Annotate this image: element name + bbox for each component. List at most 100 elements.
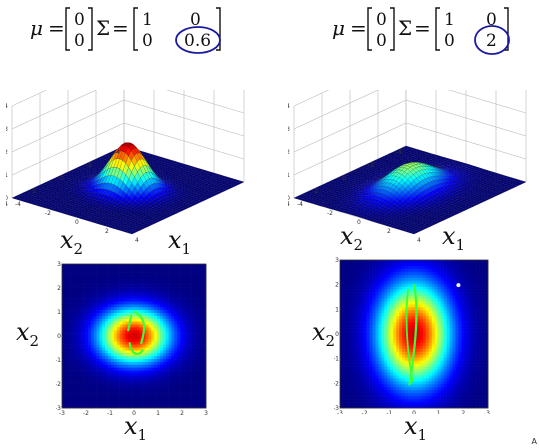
- y-tick-label: -1: [56, 357, 61, 364]
- x1-axis-label: x1: [168, 226, 192, 258]
- mu-symbol: μ: [332, 16, 345, 40]
- z-tick-label: 0.1: [6, 172, 8, 179]
- x1-tick-label: -4: [297, 201, 303, 208]
- heatmap-cells: [62, 264, 207, 409]
- x-tick-label: -3: [59, 410, 65, 417]
- heatmap-frame: [339, 259, 489, 409]
- y-tick-label: 2: [335, 282, 339, 289]
- sigma-entry: 1: [142, 10, 153, 30]
- x1-tick-label: 2: [105, 228, 109, 235]
- x1-tick-label: 0: [357, 219, 361, 226]
- sigma-symbol: Σ: [398, 16, 412, 40]
- sigma-entry-circled: 2: [486, 31, 497, 51]
- x2-tick-label: -4: [114, 149, 120, 156]
- x-tick-label: -2: [83, 410, 89, 417]
- sigma-entry: 0: [142, 31, 153, 51]
- formula-right: μ = 0 0 Σ = 1 0 0 2: [332, 4, 539, 55]
- y-tick-label: 1: [335, 306, 339, 313]
- pen-annotation: [132, 310, 146, 345]
- x1-tick-label: 4: [135, 237, 139, 244]
- equals-sign: =: [48, 16, 65, 40]
- heatmap-svg: -3-3 -2 -2 -1 -1 0 0 1 1 2 2 3 3: [55, 261, 208, 417]
- y-tick-label: -1: [334, 356, 339, 363]
- x1-tick-label: 2: [387, 228, 391, 235]
- x2-axis-label: x2: [60, 226, 84, 258]
- heatmap-frame: [61, 263, 207, 409]
- x-tick-label: -3: [337, 410, 343, 414]
- annotation-circle: [474, 25, 510, 55]
- x1-tick-label: -4: [15, 201, 21, 208]
- x2-tick-label: -2: [368, 162, 374, 169]
- y-tick-label: -3: [334, 405, 339, 412]
- x2-tick-label: -2: [86, 162, 92, 169]
- mu-entry: 0: [74, 31, 85, 51]
- cursor-dot: [456, 283, 461, 288]
- pen-annotation: [127, 314, 144, 356]
- x1-axis-label: x1: [442, 222, 466, 254]
- y-tick-label: -3: [56, 405, 61, 412]
- mu-entry: 0: [376, 31, 387, 51]
- annotation-circle: [175, 26, 221, 54]
- z-tick-label: 0.1: [288, 172, 290, 179]
- equals-sign: =: [350, 16, 367, 40]
- x2-axis-label: x2: [340, 222, 364, 254]
- mu-entry: 0: [74, 10, 85, 30]
- y-tick-label: 0: [57, 333, 61, 340]
- y-tick-label: 3: [335, 257, 339, 264]
- x2-tick-label: 0: [60, 175, 64, 182]
- x2-axis-label: x2: [312, 318, 336, 350]
- y-tick-label: -2: [56, 381, 61, 388]
- x2-tick-label: 4: [6, 201, 8, 208]
- y-tick-label: 2: [57, 285, 61, 292]
- sigma-entry: 1: [444, 10, 455, 30]
- sigma-bracket: [435, 7, 509, 51]
- equals-sign: =: [112, 16, 129, 40]
- pen-annotation: [405, 288, 414, 383]
- surface-plot-right: 0 0.1 0.2 0.3 0.4 -4 -2 0 2 4 4 2 0 -2 -4: [280, 53, 538, 250]
- x1-axis-label: x1: [404, 412, 428, 444]
- z-tick-label: 0.3: [288, 126, 290, 133]
- heatmap-right: -3-3 -2 -2 -1 -1 0 0 1 1 2 2 3 3: [333, 254, 494, 417]
- x-tick-label: 3: [204, 410, 208, 417]
- x1-tick-label: -2: [327, 210, 333, 217]
- x-tick-label: 0: [132, 410, 136, 417]
- x2-axis-label: x2: [16, 318, 40, 350]
- x2-tick-label: 0: [342, 175, 346, 182]
- z-tick-label: 0: [288, 195, 290, 202]
- x-tick-label: -2: [362, 410, 368, 414]
- sigma-entry: 0: [444, 31, 455, 51]
- y-tick-label: -2: [334, 380, 339, 387]
- sigma-bracket: [133, 7, 221, 51]
- mu-symbol: μ: [30, 16, 43, 40]
- x2-tick-label: -4: [396, 149, 402, 156]
- z-tick-label: 0.2: [6, 149, 8, 156]
- z-tick-label: 0: [6, 195, 8, 202]
- x-tick-label: 3: [486, 410, 490, 414]
- z-tick-label: 0.4: [288, 103, 290, 110]
- x2-tick-label: 2: [32, 188, 36, 195]
- x-tick-label: 1: [156, 410, 160, 417]
- surface-plot-svg: 0 0.1 0.2 0.3 0.4 -4 -2 0 2 4 4 2 0 -2 -4: [280, 53, 527, 244]
- heatmap-svg: -3-3 -2 -2 -1 -1 0 0 1 1 2 2 3 3: [333, 257, 490, 417]
- z-tick-label: 0.3: [6, 126, 8, 133]
- corner-mark: A: [531, 437, 537, 446]
- surface-mesh: [293, 145, 527, 235]
- mu-bracket: [65, 7, 93, 51]
- x1-tick-label: 4: [417, 237, 421, 244]
- surface-plot-left: 0 0.1 0.2 0.3 0.4 -4 -2 0 2 4 4 2 0 -2 -4: [0, 53, 256, 250]
- surface-mesh: [11, 142, 245, 235]
- sigma-entry: 0: [190, 10, 201, 30]
- heatmap-left: -3-3 -2 -2 -1 -1 0 0 1 1 2 2 3 3: [55, 258, 212, 418]
- x-tick-label: 0: [412, 410, 416, 414]
- x-tick-label: 2: [461, 410, 465, 414]
- y-tick-label: 3: [57, 261, 61, 268]
- mu-bracket: [367, 7, 395, 51]
- x2-tick-label: 2: [314, 188, 318, 195]
- y-tick-label: 0: [335, 331, 339, 338]
- x-tick-label: 1: [437, 410, 441, 414]
- formula-left: μ = 0 0 Σ = 1 0 0 0.6: [30, 4, 270, 54]
- x-tick-label: -1: [386, 410, 392, 414]
- x-tick-label: 2: [180, 410, 184, 417]
- x-tick-label: -1: [107, 410, 113, 417]
- sigma-entry: 0: [486, 10, 497, 30]
